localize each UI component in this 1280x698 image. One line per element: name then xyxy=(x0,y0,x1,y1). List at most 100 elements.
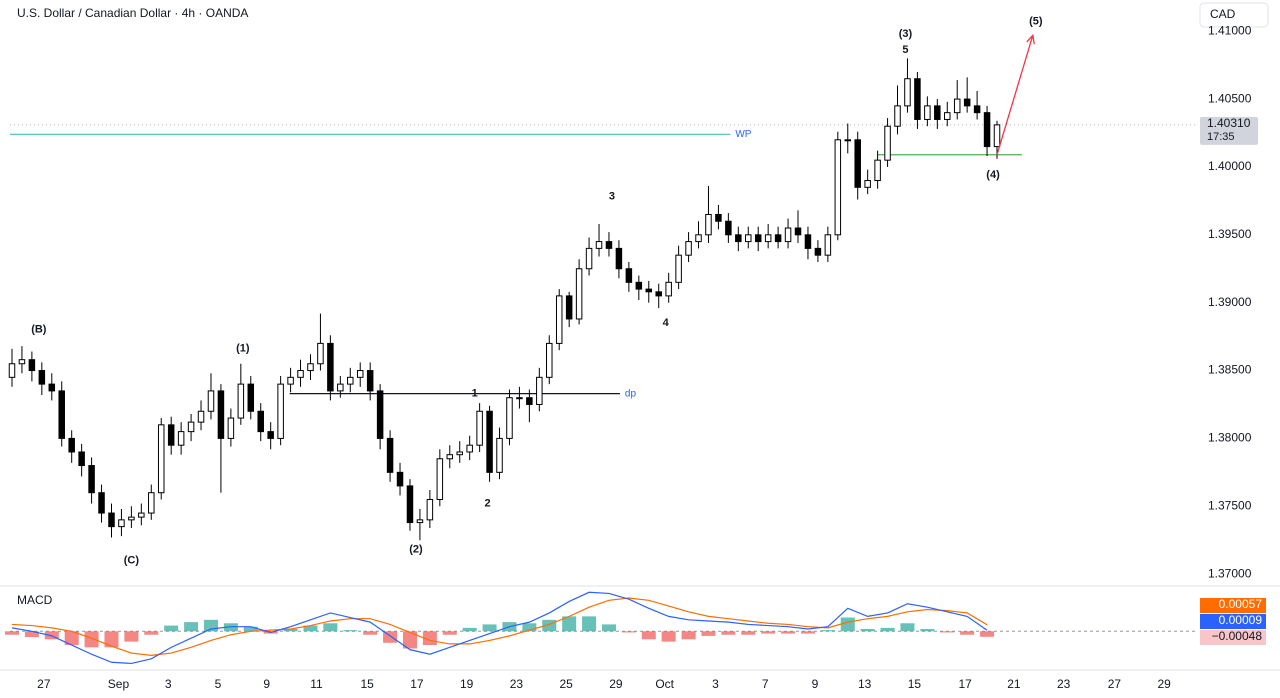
y-tick-label: 1.40500 xyxy=(1208,91,1252,105)
candle-body xyxy=(983,112,991,148)
macd-histogram-bar xyxy=(343,630,358,632)
macd-histogram-bar xyxy=(601,624,616,632)
candle-body xyxy=(506,397,513,439)
x-tick-label: 27 xyxy=(1108,677,1122,691)
macd-histogram-bar xyxy=(84,631,99,648)
candle-body xyxy=(804,234,812,249)
candle-body xyxy=(227,417,235,439)
x-tick-label: 7 xyxy=(762,677,769,691)
last-price-box xyxy=(1200,116,1258,145)
macd-value-box xyxy=(1200,630,1266,645)
macd-value-label: 0.00009 xyxy=(1219,613,1263,627)
candle-body xyxy=(894,105,901,127)
candle-body xyxy=(456,451,463,456)
x-tick-label: 27 xyxy=(37,677,51,691)
candle-body xyxy=(854,139,861,188)
candle-body xyxy=(177,431,185,446)
candle-body xyxy=(207,390,215,412)
candle-body xyxy=(167,424,175,446)
candle-body xyxy=(625,268,633,283)
candle-body xyxy=(864,180,871,188)
candle-body xyxy=(486,410,493,473)
candle-body xyxy=(615,247,623,270)
candle-body xyxy=(824,234,832,256)
projection-arrow xyxy=(996,35,1034,155)
macd-histogram-bar xyxy=(781,631,796,634)
macd-histogram-bar xyxy=(164,625,179,632)
wave-label: 5 xyxy=(902,44,908,56)
x-tick-label: 17 xyxy=(958,677,972,691)
currency-box[interactable] xyxy=(1199,2,1269,28)
candle-body xyxy=(605,241,613,249)
wave-label: (B) xyxy=(31,324,47,336)
candle-body xyxy=(645,288,653,293)
macd-histogram-bar xyxy=(900,623,915,632)
candle-body xyxy=(953,98,961,114)
x-tick-label: 25 xyxy=(560,677,574,691)
candle-body xyxy=(28,359,36,372)
candle-body xyxy=(794,227,802,236)
macd-histogram-bar xyxy=(184,622,199,632)
wave-label: 2 xyxy=(485,497,491,509)
wave-label: (2) xyxy=(409,544,423,556)
x-tick-label: 3 xyxy=(165,677,172,691)
candle-body xyxy=(128,516,135,521)
macd-histogram-bar xyxy=(144,631,159,635)
macd-histogram-bar xyxy=(641,631,656,640)
candle-body xyxy=(496,437,503,473)
candle-body xyxy=(695,234,702,243)
y-tick-label: 1.39000 xyxy=(1208,295,1252,309)
macd-value-label: 0.00057 xyxy=(1219,597,1263,611)
candle-body xyxy=(705,213,712,236)
macd-histogram-bar xyxy=(104,631,119,648)
macd-value-box xyxy=(1200,614,1266,629)
candle-body xyxy=(934,105,941,120)
macd-histogram-bar xyxy=(522,623,537,632)
macd-histogram-bar xyxy=(621,631,636,633)
y-tick-label: 1.41000 xyxy=(1208,23,1252,37)
candle-body xyxy=(366,370,374,392)
currency[interactable]: CAD xyxy=(1210,7,1236,21)
wave-label: (C) xyxy=(124,554,140,566)
macd-histogram-bar xyxy=(462,627,477,632)
candle-body xyxy=(217,390,225,439)
candle-body xyxy=(356,370,364,378)
wave-label: 3 xyxy=(609,191,615,203)
candle-body xyxy=(118,519,125,528)
candle-body xyxy=(516,397,523,400)
x-tick-label: 17 xyxy=(410,677,424,691)
macd-histogram-bar xyxy=(64,631,79,646)
x-tick-label: 3 xyxy=(712,677,719,691)
candle-body xyxy=(267,431,274,439)
candle-body xyxy=(237,383,245,419)
candle-body xyxy=(277,383,284,439)
candle-body xyxy=(396,471,404,487)
candle-body xyxy=(287,376,294,385)
countdown: 17:35 xyxy=(1207,131,1235,143)
candle-body xyxy=(844,139,852,142)
macd-histogram-bar xyxy=(721,631,736,635)
y-tick-label: 1.37000 xyxy=(1208,566,1252,580)
wave-label: (3) xyxy=(899,28,913,40)
macd-histogram-bar xyxy=(980,631,995,637)
candle-body xyxy=(406,485,414,524)
candle-body xyxy=(48,383,56,392)
macd-histogram-bar xyxy=(741,631,756,635)
candle-body xyxy=(635,281,643,290)
candle-body xyxy=(8,363,16,378)
candle-body xyxy=(555,295,563,344)
candle-body xyxy=(665,281,672,297)
candle-body xyxy=(426,498,434,521)
x-tick-label: 9 xyxy=(812,677,819,691)
candle-body xyxy=(138,512,145,518)
y-tick-label: 1.39500 xyxy=(1208,227,1252,241)
candle-body xyxy=(784,227,792,243)
macd-line xyxy=(11,591,988,665)
candle-body xyxy=(376,390,384,439)
candle-body xyxy=(98,492,105,514)
candle-body xyxy=(546,342,553,378)
candle-body xyxy=(904,78,911,107)
x-tick-label: 29 xyxy=(609,677,623,691)
candle-body xyxy=(247,383,255,412)
